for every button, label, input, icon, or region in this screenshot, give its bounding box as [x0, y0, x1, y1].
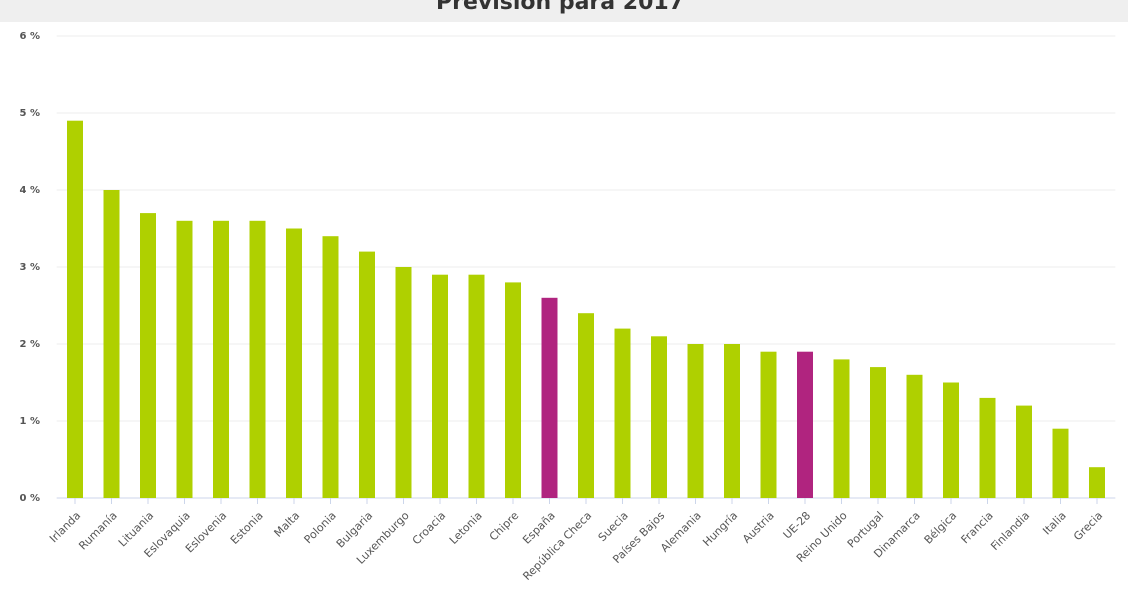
- bar: [541, 297, 558, 498]
- chart-title: Previsión para 2017: [436, 0, 684, 15]
- y-tick-label: 1 %: [20, 416, 40, 427]
- bar: [286, 228, 302, 498]
- bar: [943, 382, 959, 498]
- bar: [651, 336, 667, 498]
- x-tick-label: Letonia: [447, 509, 485, 547]
- x-tick-label: Finlandia: [988, 509, 1032, 553]
- bar: [1052, 428, 1069, 498]
- y-tick-label: 5 %: [20, 108, 40, 119]
- x-tick-label: UE-28: [781, 509, 814, 542]
- x-tick-label: Bélgica: [922, 509, 960, 547]
- bar: [724, 344, 740, 498]
- bar: [578, 313, 594, 498]
- y-tick-label: 0 %: [20, 493, 40, 504]
- x-tick-label: Croacia: [410, 509, 448, 547]
- bar: [359, 251, 375, 498]
- bar: [614, 328, 631, 498]
- y-tick-label: 6 %: [20, 31, 40, 42]
- bar: [395, 267, 412, 498]
- x-tick-label: Estonia: [228, 509, 266, 547]
- x-tick-label: Alemania: [658, 509, 704, 555]
- bar: [140, 213, 156, 498]
- bar: [979, 397, 996, 498]
- bar: [249, 220, 266, 499]
- bar: [833, 359, 850, 498]
- x-tick-label: República Checa: [520, 509, 594, 583]
- bar: [505, 282, 521, 498]
- y-tick-label: 2 %: [20, 339, 40, 350]
- bar: [797, 351, 813, 498]
- bar: [103, 190, 120, 498]
- x-tick-label: Irlanda: [47, 509, 83, 545]
- bar: [322, 236, 339, 498]
- x-tick-label: Italia: [1040, 509, 1068, 537]
- title-band: [0, 0, 1128, 22]
- x-tick-label: Austria: [740, 509, 777, 546]
- x-tick-label: Chipre: [487, 509, 522, 544]
- bar: [1016, 405, 1032, 498]
- bar: [432, 274, 448, 498]
- x-tick-label: Suecia: [596, 509, 631, 544]
- bar: [1089, 467, 1105, 498]
- y-tick-label: 3 %: [20, 262, 40, 273]
- y-tick-label: 4 %: [20, 185, 40, 196]
- bar: [67, 120, 83, 498]
- bar: [213, 220, 229, 499]
- bar: [687, 344, 704, 498]
- x-tick-label: Malta: [272, 509, 303, 540]
- x-tick-label: Hungría: [700, 509, 740, 549]
- bar: [906, 374, 923, 498]
- x-tick-label: Grecia: [1071, 509, 1105, 543]
- bar: [870, 367, 886, 498]
- x-tick-label: Rumanía: [76, 509, 119, 552]
- bar: [176, 220, 193, 499]
- bar: [760, 351, 777, 498]
- bar: [468, 274, 485, 498]
